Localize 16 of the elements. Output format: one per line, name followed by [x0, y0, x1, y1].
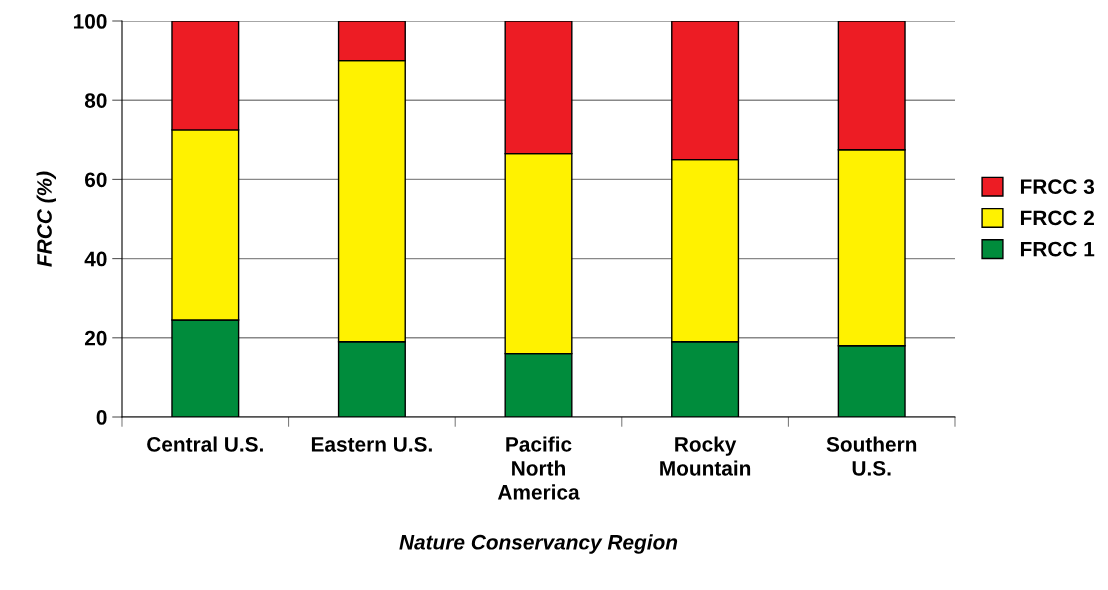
- x-tick-label: Rocky Mountain: [660, 436, 751, 476]
- x-axis-title: Nature Conservancy Region: [399, 534, 678, 554]
- y-tick-label: 80: [84, 93, 107, 108]
- y-tick-label: 40: [84, 251, 107, 267]
- legend-label: FRCC 1: [1020, 241, 1095, 257]
- legend-label: FRCC 3: [1020, 179, 1095, 195]
- y-tick-label: 100: [73, 14, 107, 29]
- x-tick-label: Pacific North America: [497, 436, 580, 500]
- y-axis-title: FRCC (%): [36, 171, 56, 267]
- legend-label: FRCC 2: [1020, 210, 1094, 226]
- y-tick-label: 0: [96, 410, 107, 425]
- y-tick-label: 20: [84, 330, 107, 346]
- x-tick-label: Central U.S.: [147, 436, 263, 452]
- x-tick-label: Eastern U.S.: [311, 436, 432, 452]
- x-tick-label: Southern U.S.: [826, 436, 917, 476]
- y-tick-label: 60: [85, 172, 107, 188]
